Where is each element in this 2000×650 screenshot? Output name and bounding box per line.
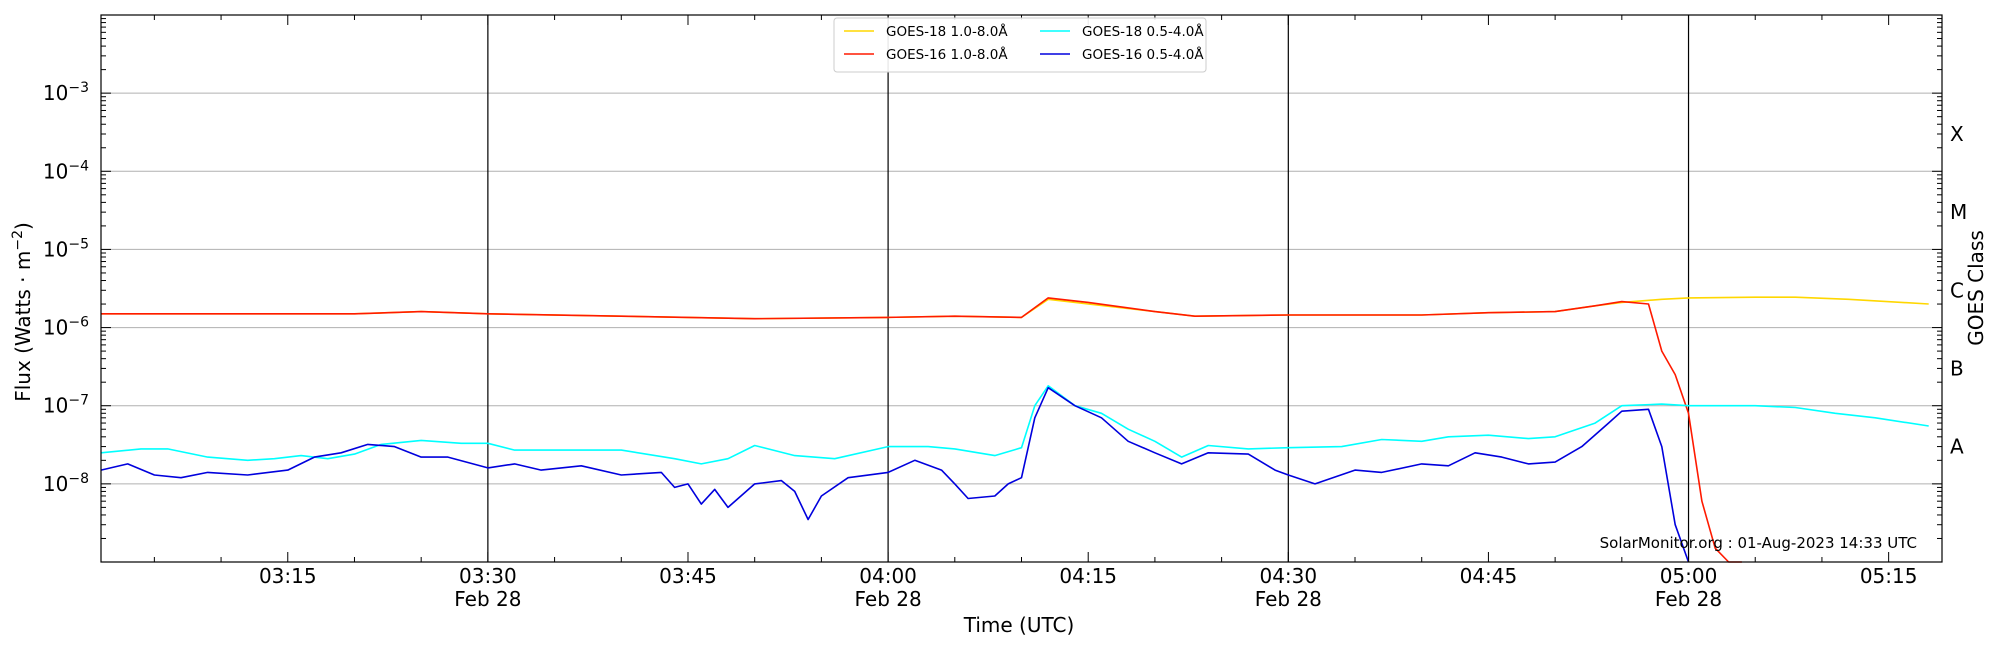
legend-label: GOES-18 0.5-4.0Å — [1082, 23, 1204, 40]
goes-class-label: C — [1950, 278, 1964, 302]
series-line-4 — [100, 386, 1690, 563]
legend-label: GOES-16 1.0-8.0Å — [886, 46, 1008, 63]
day-marker-lines — [487, 15, 1690, 562]
x-tick-date-label: Feb 28 — [1655, 587, 1722, 611]
plot-frame — [100, 14, 1943, 563]
watermark-text: SolarMonitor.org : 01-Aug-2023 14:33 UTC — [1600, 534, 1917, 552]
x-tick-label: 04:00 — [859, 564, 917, 588]
goes-class-label: B — [1950, 356, 1964, 380]
x-axis-label: Time (UTC) — [963, 613, 1075, 637]
x-tick-date-label: Feb 28 — [1255, 587, 1322, 611]
x-tick-label: 03:15 — [259, 564, 317, 588]
y-tick-label: 10−6 — [43, 315, 89, 340]
legend: GOES-18 1.0-8.0Å GOES-16 1.0-8.0Å GOES-18 … — [833, 17, 1207, 73]
legend-label: GOES-16 0.5-4.0Å — [1082, 46, 1204, 63]
x-tick-label: 03:30 — [459, 564, 517, 588]
legend-box — [833, 17, 1207, 73]
y-tick-label: 10−5 — [43, 236, 89, 261]
series-line-3 — [100, 384, 1929, 465]
y-tick-label: 10−4 — [43, 158, 89, 183]
series-line-2 — [101, 297, 1742, 563]
y-tick-label: 10−7 — [43, 393, 89, 418]
plot-series — [100, 296, 1929, 563]
y-tick-label: 10−3 — [43, 80, 89, 105]
legend-label: GOES-18 1.0-8.0Å — [886, 23, 1008, 40]
goes-class-label: M — [1950, 200, 1967, 224]
y-tick-label: 10−8 — [43, 471, 89, 496]
x-tick-label: 04:45 — [1460, 564, 1518, 588]
series-line-1 — [101, 296, 1929, 320]
goes-class-label: A — [1950, 435, 1964, 459]
grid-lines — [101, 92, 1942, 485]
x-tick-date-label: Feb 28 — [854, 587, 921, 611]
goes-class-axis-label: GOES Class — [1964, 230, 1988, 346]
x-tick-label: 03:45 — [659, 564, 717, 588]
x-tick-label: 04:15 — [1059, 564, 1117, 588]
goes-class-label: X — [1950, 122, 1964, 146]
x-tick-label: 05:00 — [1660, 564, 1718, 588]
x-tick-label: 04:30 — [1259, 564, 1317, 588]
x-tick-date-label: Feb 28 — [454, 587, 521, 611]
x-tick-label: 05:15 — [1860, 564, 1918, 588]
y-axis-label: Flux (Watts · m−2) — [10, 222, 35, 402]
